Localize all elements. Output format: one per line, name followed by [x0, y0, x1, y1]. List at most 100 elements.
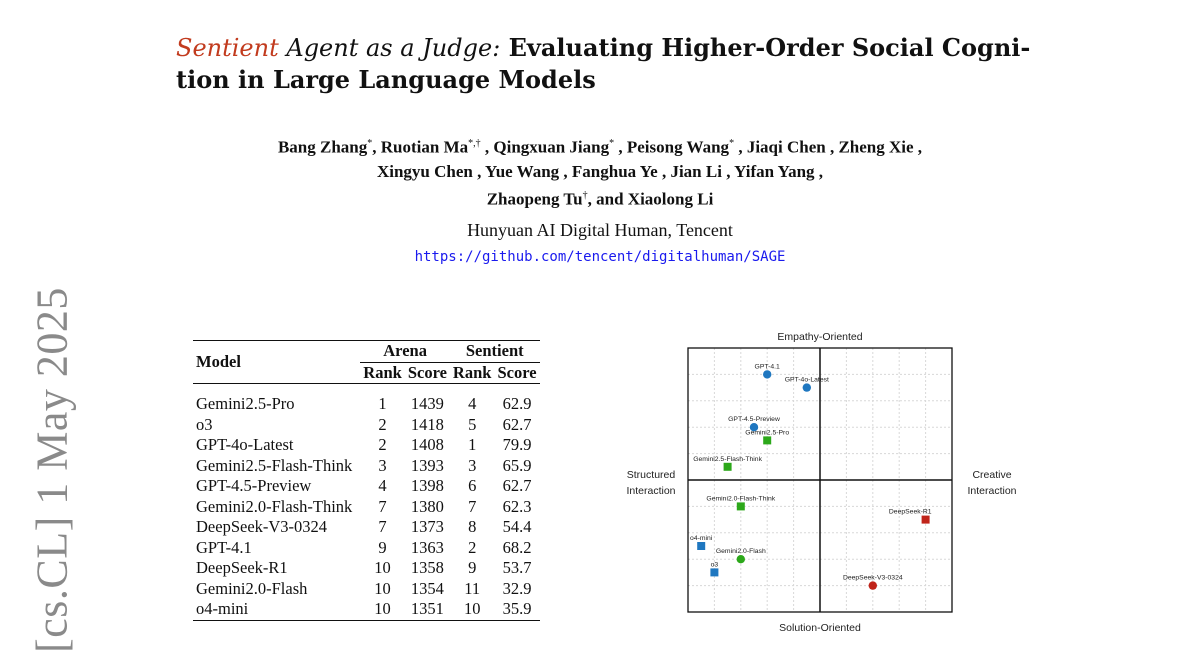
sentient-header: Sentient [449, 340, 540, 363]
point-label: o3 [711, 561, 719, 568]
axis-top-label: Empathy-Oriented [777, 331, 862, 343]
cell-sentient-rank: 10 [463, 599, 481, 618]
data-point [749, 423, 759, 432]
cell-sentient-score: 53.7 [502, 558, 532, 577]
cell-sentient-rank: 1 [468, 435, 477, 454]
data-point [868, 581, 877, 590]
cell-sentient-score: 54.4 [502, 517, 532, 536]
table-row: GPT-4.5-Preview 4 1398 6 62.7 [193, 476, 540, 497]
author-tu: Zhaopeng Tu [486, 189, 583, 209]
point-label: GPT-4.5-Preview [728, 416, 780, 423]
cell-sentient-rank: 9 [468, 558, 477, 577]
cell-model: Gemini2.0-Flash-Think [196, 496, 353, 516]
author-tu-mark: † [582, 189, 588, 201]
cell-sentient-rank: 5 [468, 414, 477, 434]
data-point [736, 502, 745, 511]
title-italic: Agent as a Judge: [278, 34, 501, 62]
cell-model: DeepSeek-R1 [196, 558, 288, 577]
paper-title: Sentient Agent as a Judge: Evaluating Hi… [176, 32, 1056, 96]
cell-arena-score: 1351 [410, 599, 444, 618]
cell-arena-score: 1408 [410, 435, 444, 454]
cell-arena-rank: 7 [378, 517, 387, 536]
table-row: Gemini2.0-Flash-Think 7 1380 7 62.3 [193, 497, 540, 518]
point-label: Gemini2.0-Flash-Think [706, 495, 775, 502]
title-accent: Sentient [176, 34, 279, 62]
cell-sentient-score: 35.9 [502, 599, 532, 618]
author-line-2: Xingyu Chen , Yue Wang , Fanghua Ye , Ji… [376, 161, 824, 181]
cell-sentient-score: 32.9 [502, 578, 532, 598]
cell-model: Gemini2.5-Pro [196, 394, 295, 413]
cell-arena-rank: 2 [378, 435, 387, 454]
cell-sentient-rank: 8 [468, 517, 477, 536]
cell-sentient-rank: 4 [468, 394, 477, 413]
arena-header: Arena [360, 340, 450, 363]
arena-score-header: Score [407, 362, 447, 382]
table-row: GPT-4o-Latest 2 1408 1 79.9 [193, 435, 540, 456]
point-label: GPT-4.1 [755, 363, 781, 370]
title-rest: Evaluating Higher-Order Social Cogni- [500, 33, 1031, 62]
author-3: , Qingxuan Jiang [480, 137, 610, 157]
author-4-mark: * [729, 138, 735, 149]
title-line-2: tion in Large Language Models [176, 65, 596, 94]
cell-arena-score: 1418 [410, 414, 444, 434]
author-2-mark: *,† [468, 138, 481, 149]
cell-arena-rank: 9 [378, 537, 387, 557]
table-row: o4-mini 10 1351 10 35.9 [193, 599, 540, 620]
affiliation: Hunyuan AI Digital Human, Tencent [467, 220, 733, 240]
cell-sentient-score: 62.7 [502, 476, 532, 495]
table-row: DeepSeek-V3-0324 7 1373 8 54.4 [193, 517, 540, 538]
data-point [736, 555, 745, 564]
author-1-mark: * [367, 138, 373, 149]
cell-model: GPT-4o-Latest [196, 435, 294, 454]
axis-right-label-1: Creative [972, 469, 1011, 481]
cell-sentient-rank: 2 [468, 537, 477, 557]
data-point [723, 462, 732, 471]
point-label: DeepSeek-V3-0324 [843, 575, 903, 582]
author-5-6: , Jiaqi Chen , Zheng Xie , [734, 137, 923, 157]
point-label: Gemini2.0-Flash [716, 548, 766, 555]
title-line-1: Sentient Agent as a Judge: Evaluating Hi… [176, 32, 1056, 64]
author-line-1: Bang Zhang*, Ruotian Ma*,† , Qingxuan Ji… [160, 132, 1040, 160]
cell-arena-rank: 2 [378, 414, 387, 434]
table-row: Gemini2.5-Flash-Think 3 1393 3 65.9 [193, 456, 540, 477]
cell-model: GPT-4.1 [196, 537, 252, 557]
data-point [763, 370, 772, 379]
cell-sentient-rank: 11 [464, 578, 481, 598]
point-label: DeepSeek-R1 [889, 509, 932, 516]
cell-model: o3 [196, 414, 213, 434]
axis-left-label-1: Structured [627, 469, 676, 481]
point-label: Gemini2.5-Flash-Think [693, 456, 762, 463]
cell-arena-rank: 10 [374, 558, 391, 577]
cell-arena-score: 1358 [410, 558, 444, 577]
table-row: DeepSeek-R1 10 1358 9 53.7 [193, 558, 540, 579]
cell-arena-score: 1373 [410, 517, 444, 536]
axis-right-label-2: Interaction [967, 485, 1016, 497]
arena-rank-header: Rank [363, 362, 402, 382]
point-label: Gemini2.5-Pro [745, 429, 789, 436]
repo-link[interactable]: https://github.com/tencent/digitalhuman/… [414, 249, 786, 265]
cell-arena-rank: 3 [378, 455, 387, 475]
data-point [763, 436, 772, 445]
cell-sentient-score: 79.9 [502, 435, 532, 454]
arxiv-side-stamp-text: [cs.CL] 1 May 2025 [27, 287, 77, 653]
cell-arena-score: 1380 [410, 496, 444, 516]
cell-model: o4-mini [196, 599, 249, 618]
sentient-score-header: Score [497, 362, 537, 382]
cell-arena-score: 1439 [410, 394, 444, 413]
cell-sentient-rank: 3 [468, 455, 477, 475]
cell-model: DeepSeek-V3-0324 [196, 517, 328, 536]
data-point [697, 542, 706, 550]
cell-sentient-rank: 6 [468, 476, 477, 495]
cell-sentient-score: 62.7 [502, 414, 532, 434]
col-model-header: Model [193, 340, 361, 384]
cell-sentient-score: 62.3 [502, 496, 532, 516]
cell-model: Gemini2.0-Flash [196, 578, 308, 598]
cell-arena-score: 1398 [410, 476, 444, 495]
data-point [802, 383, 811, 392]
cell-arena-score: 1393 [410, 455, 444, 475]
author-2: , Ruotian Ma [372, 137, 469, 157]
point-label: GPT-4o-Latest [785, 377, 829, 384]
author-3-mark: * [609, 138, 615, 149]
cell-sentient-score: 65.9 [502, 455, 532, 475]
cell-sentient-score: 68.2 [502, 537, 532, 557]
